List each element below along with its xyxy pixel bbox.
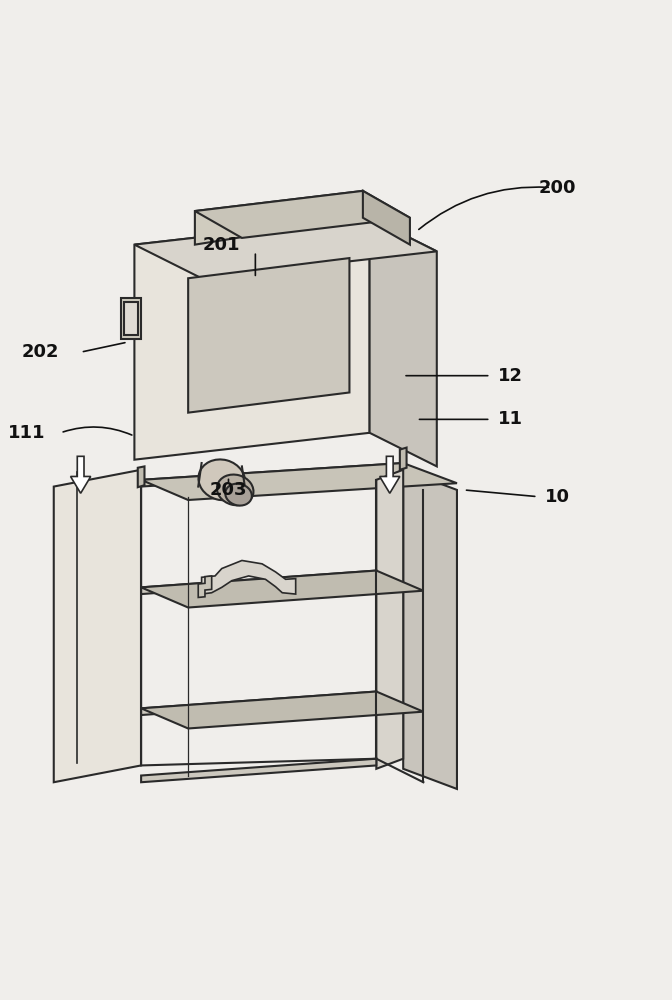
Polygon shape — [370, 218, 437, 466]
Polygon shape — [141, 759, 376, 782]
Text: 200: 200 — [539, 179, 577, 197]
Ellipse shape — [217, 475, 253, 505]
Polygon shape — [141, 571, 376, 594]
Text: 12: 12 — [498, 367, 523, 385]
Polygon shape — [138, 466, 144, 487]
Polygon shape — [141, 692, 423, 728]
Polygon shape — [188, 258, 349, 413]
Polygon shape — [198, 576, 212, 597]
Polygon shape — [141, 463, 457, 500]
Text: 201: 201 — [203, 236, 241, 254]
Polygon shape — [403, 470, 457, 789]
Polygon shape — [141, 571, 423, 608]
Polygon shape — [363, 191, 410, 245]
Polygon shape — [195, 191, 363, 245]
Text: 203: 203 — [210, 481, 247, 499]
Text: 10: 10 — [545, 488, 571, 506]
Text: 11: 11 — [498, 410, 523, 428]
Polygon shape — [141, 692, 376, 715]
Polygon shape — [121, 298, 141, 339]
Polygon shape — [202, 560, 296, 594]
Ellipse shape — [198, 459, 245, 500]
Polygon shape — [141, 463, 403, 487]
Polygon shape — [400, 448, 407, 470]
Polygon shape — [134, 218, 437, 278]
Polygon shape — [71, 456, 91, 493]
Polygon shape — [54, 470, 141, 782]
Text: 202: 202 — [22, 343, 59, 361]
Polygon shape — [195, 191, 410, 238]
Text: 111: 111 — [8, 424, 46, 442]
Ellipse shape — [225, 484, 252, 506]
Polygon shape — [380, 456, 400, 493]
Polygon shape — [376, 470, 403, 769]
Polygon shape — [134, 218, 370, 460]
Polygon shape — [124, 302, 138, 335]
